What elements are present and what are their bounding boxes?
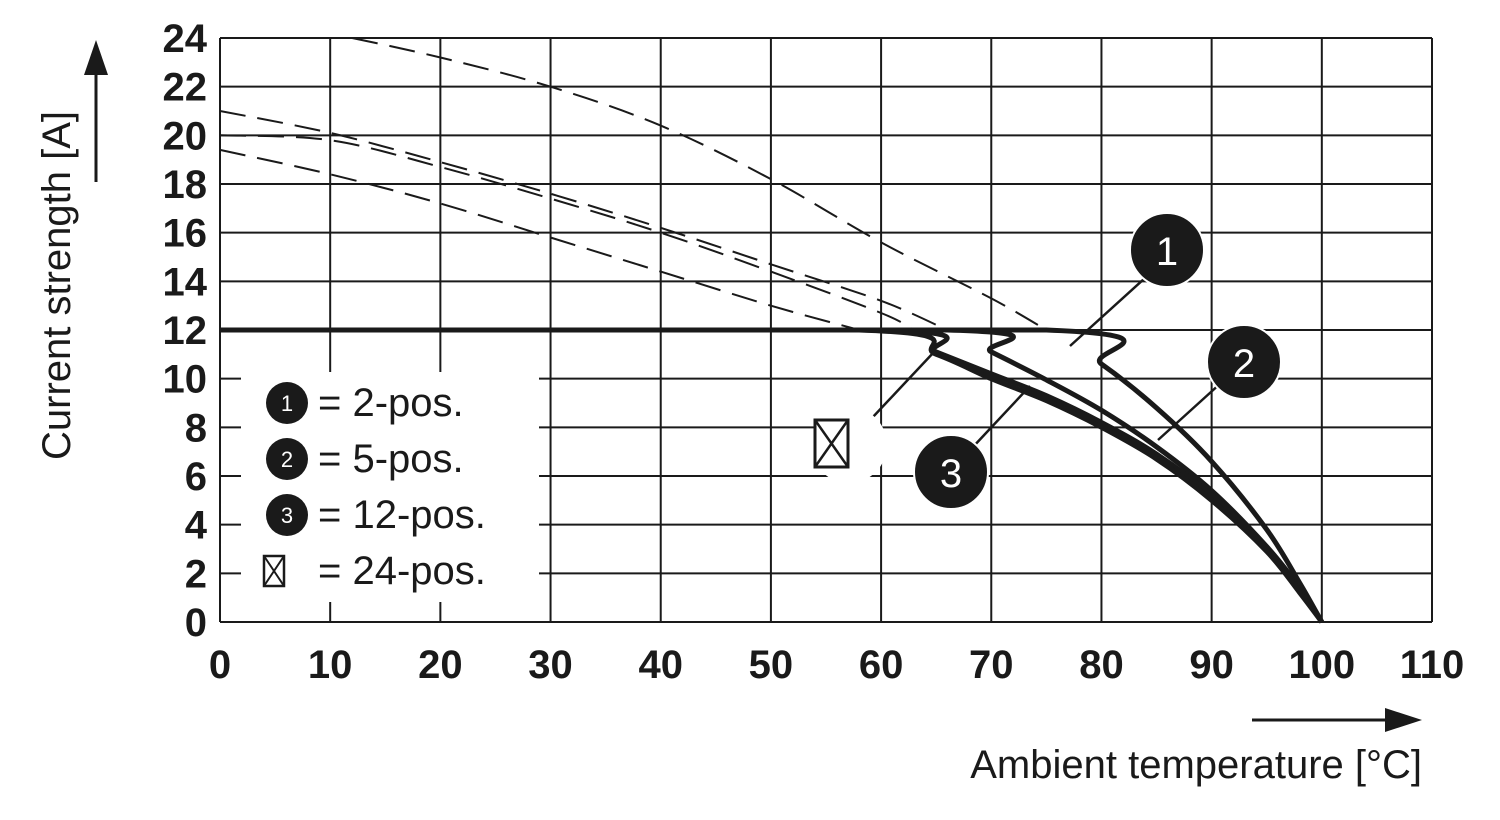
series-curve-1 xyxy=(220,327,1324,624)
series-4-callout-crossed-box-icon xyxy=(813,418,850,469)
y-tick-label: 0 xyxy=(185,601,207,645)
y-tick-label: 18 xyxy=(163,163,208,207)
x-tick-label: 110 xyxy=(1400,643,1465,687)
series-3-badge-icon xyxy=(266,494,308,536)
y-tick-label: 24 xyxy=(163,17,208,61)
solid-curves xyxy=(220,327,1324,624)
callout-label-3: 3 xyxy=(940,452,962,496)
x-tick-label: 50 xyxy=(749,643,794,687)
callouts: 1 2 3 xyxy=(811,212,1282,510)
dashed-curves xyxy=(219,37,1047,331)
legend-item-3: 3 = 12-pos. xyxy=(266,493,486,537)
y-tick-label: 20 xyxy=(163,114,208,158)
series-curve-4 xyxy=(220,327,1324,624)
legend-badge-label-3: 3 xyxy=(281,503,293,528)
crossed-box-icon xyxy=(262,554,286,588)
y-tick-label: 2 xyxy=(185,552,207,596)
legend-item-1: 1 = 2-pos. xyxy=(266,381,464,425)
legend-item-2: 2 = 5-pos. xyxy=(266,437,464,481)
x-tick-label: 80 xyxy=(1079,643,1124,687)
legend-label-1: = 2-pos. xyxy=(318,381,464,425)
legend-label-4: = 24-pos. xyxy=(318,549,486,593)
y-tick-label: 10 xyxy=(163,358,208,402)
series-1-callout-badge-icon xyxy=(1129,212,1205,288)
y-tick-label: 4 xyxy=(185,504,208,548)
legend-badge-label-1: 1 xyxy=(281,391,293,416)
y-tick-label: 16 xyxy=(163,212,208,256)
x-tick-label: 90 xyxy=(1189,643,1234,687)
y-tick-label: 12 xyxy=(163,309,208,353)
y-tick-label: 14 xyxy=(163,260,208,304)
callout-leader-2 xyxy=(1157,381,1223,441)
callout-label-2: 2 xyxy=(1233,342,1255,386)
x-tick-label: 100 xyxy=(1288,643,1355,687)
series-1-badge-icon xyxy=(266,382,308,424)
dashed-curve-7 xyxy=(219,148,860,331)
x-tick-label: 0 xyxy=(209,643,231,687)
x-tick-label: 70 xyxy=(969,643,1014,687)
callout-leader-4 xyxy=(871,351,935,419)
y-axis-title-group: Current strength [A] xyxy=(35,40,108,460)
dashed-curve-5 xyxy=(219,110,948,331)
callout-leader-3 xyxy=(971,385,1031,449)
x-tick-label: 30 xyxy=(528,643,573,687)
legend-badge-label-2: 2 xyxy=(281,447,293,472)
dashed-curve-4 xyxy=(351,37,1047,331)
tick-labels: 0 10 20 30 40 50 60 70 80 90 100 110024681012141618… xyxy=(163,17,1465,687)
x-tick-label: 40 xyxy=(638,643,683,687)
y-tick-label: 8 xyxy=(185,406,207,450)
legend-label-3: = 12-pos. xyxy=(318,493,486,537)
x-axis-arrowhead-icon xyxy=(1385,708,1422,732)
series-3-callout-badge-icon xyxy=(913,434,989,510)
y-tick-label: 22 xyxy=(163,66,208,110)
y-axis-title: Current strength [A] xyxy=(35,111,79,460)
legend-item-4: = 24-pos. xyxy=(262,549,486,593)
grid xyxy=(219,37,1433,623)
legend-label-2: = 5-pos. xyxy=(318,437,464,481)
x-tick-label: 60 xyxy=(859,643,904,687)
x-axis-title: Ambient temperature [°C] xyxy=(970,743,1422,787)
x-axis-title-group: Ambient temperature [°C] xyxy=(970,708,1422,787)
callout-leader-1 xyxy=(1069,277,1146,347)
x-tick-label: 20 xyxy=(418,643,463,687)
y-axis-arrowhead-icon xyxy=(84,40,108,75)
series-2-badge-icon xyxy=(266,438,308,480)
y-tick-label: 6 xyxy=(185,455,207,499)
dashed-curve-6 xyxy=(219,134,915,331)
x-tick-label: 10 xyxy=(308,643,353,687)
legend: 1 = 2-pos. 2 = 5-pos. 3 = 12-pos. = 24-p… xyxy=(241,372,539,602)
series-2-callout-badge-icon xyxy=(1206,324,1282,400)
callout-label-1: 1 xyxy=(1156,230,1178,274)
